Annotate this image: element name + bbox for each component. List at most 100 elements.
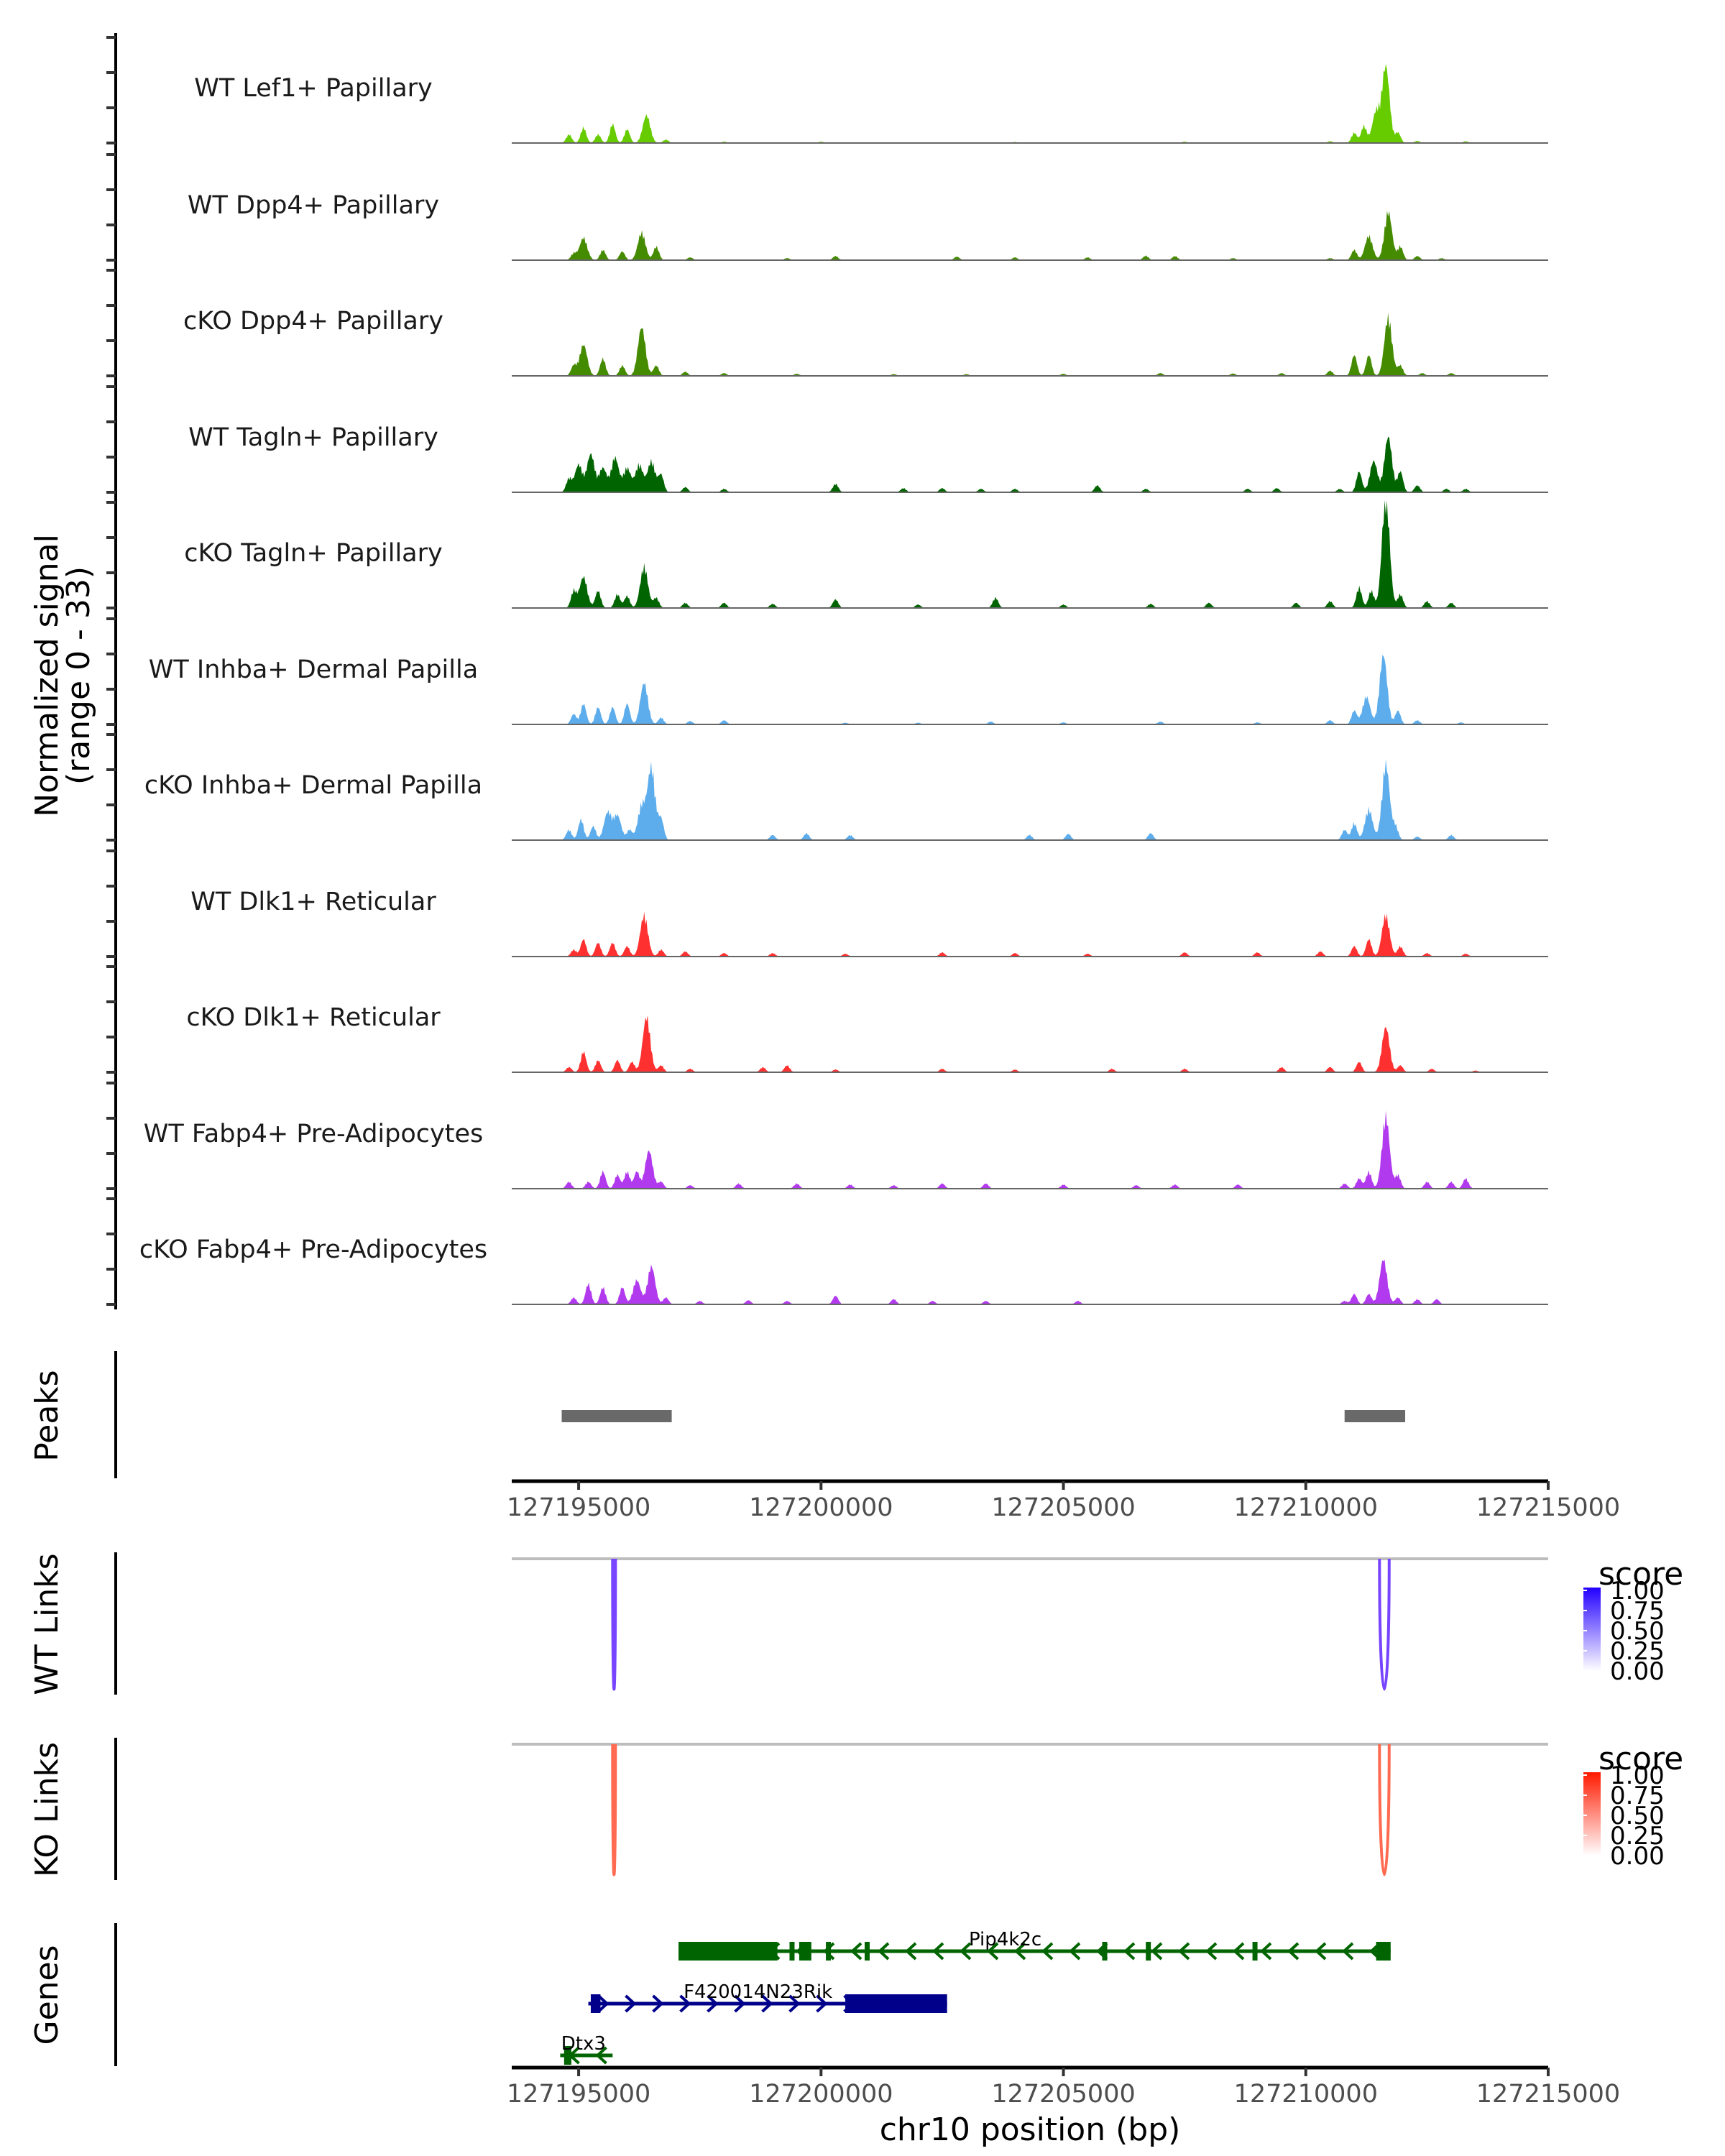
strand-arrow [1123, 1942, 1136, 1961]
gene-name-label: F420014N23Rik [684, 1981, 832, 2003]
coverage-track: WT Tagln+ Papillary [188, 423, 1548, 493]
gene-model: Pip4k2c [678, 1929, 1391, 1961]
x-axis-upper: 127195000 127200000 127205000 127210000 1272… [507, 1479, 1620, 1522]
legend-ko-colorbar [1583, 1772, 1601, 1856]
gene-exon [865, 1942, 870, 1961]
gene-model: Dtx3 [560, 2033, 613, 2065]
coverage-ylabel-line1: Normalized signal [29, 534, 65, 817]
coverage-panel: Normalized signal (range 0 - 33) WT Lef1… [29, 33, 1548, 1309]
coverage-area [512, 211, 1548, 260]
legend-ko-title: score [1598, 1741, 1683, 1777]
strand-arrow [1069, 1942, 1081, 1961]
coverage-area [512, 64, 1548, 143]
coverage-track: WT Fabp4+ Pre-Adipocytes [144, 1110, 1548, 1189]
legend-tick-label: 1.00 [1610, 1761, 1665, 1790]
legend-wt-score: score 1.000.750.500.250.00 [1583, 1556, 1683, 1686]
gene-exon [1102, 1942, 1108, 1961]
track-label: WT Fabp4+ Pre-Adipocytes [144, 1120, 483, 1148]
peaks-label: Peaks [29, 1370, 65, 1461]
strand-arrow [850, 1942, 862, 1961]
track-label: WT Dlk1+ Reticular [190, 888, 436, 916]
strand-arrow [707, 1994, 719, 2013]
x-tick-label: 127215000 [1476, 2080, 1620, 2109]
links-panels: WT Links KO Links [29, 1552, 1548, 1880]
link-arc [611, 1558, 617, 1691]
strand-arrow [652, 1994, 664, 2013]
coverage-area [512, 1015, 1548, 1072]
coverage-track: WT Inhba+ Dermal Papilla [149, 655, 1548, 725]
coverage-track: WT Dlk1+ Reticular [190, 888, 1548, 957]
genes-panel: Genes Pip4k2c F420014N23Rik Dtx3 127195000… [29, 1923, 1620, 2148]
coverage-area [512, 436, 1548, 492]
track-label: WT Tagln+ Papillary [188, 423, 438, 452]
coverage-y-ticks [106, 36, 116, 1306]
track-label: WT Lef1+ Papillary [194, 74, 433, 103]
gene-model: F420014N23Rik [588, 1981, 947, 2013]
track-label: cKO Dpp4+ Papillary [183, 307, 443, 336]
coverage-area [512, 759, 1548, 840]
coverage-area [512, 1110, 1548, 1189]
track-label: WT Dpp4+ Papillary [188, 191, 439, 220]
legend-tick-label: 0.00 [1610, 1842, 1665, 1871]
gene-exon [590, 1994, 601, 2013]
track-label: WT Inhba+ Dermal Papilla [149, 655, 478, 684]
strand-arrow [1315, 1942, 1327, 1961]
gene-exon [826, 1942, 832, 1961]
strand-arrow [1151, 1942, 1163, 1961]
peak-region [561, 1410, 672, 1422]
gene-models: Pip4k2c F420014N23Rik Dtx3 [560, 1929, 1391, 2065]
strand-arrow [1041, 1942, 1054, 1961]
x-tick-label: 127215000 [1476, 1493, 1620, 1522]
link-arc [1378, 1743, 1391, 1876]
legend-tick-label: 0.25 [1610, 1822, 1665, 1851]
strand-arrow [1260, 1942, 1272, 1961]
gene-exon [799, 1942, 811, 1961]
coverage-track: WT Dpp4+ Papillary [188, 191, 1548, 261]
strand-arrow [878, 1942, 890, 1961]
legend-wt-ticks: 1.000.750.500.250.00 [1583, 1577, 1665, 1686]
legend-tick-label: 0.00 [1610, 1657, 1665, 1686]
legend-tick-label: 0.50 [1610, 1617, 1665, 1646]
strand-arrow [987, 1942, 999, 1961]
coverage-area [512, 312, 1548, 376]
gene-exon [1146, 1942, 1151, 1961]
legend-wt-colorbar [1583, 1588, 1601, 1671]
x-tick-label: 127205000 [991, 2080, 1135, 2109]
coverage-track: cKO Fabp4+ Pre-Adipocytes [139, 1235, 1548, 1305]
link-arc [1378, 1558, 1391, 1691]
strand-arrow [597, 1994, 610, 2013]
peaks-panel: Peaks 127195000 127200000 127205000 1272100… [29, 1351, 1620, 1522]
strand-arrow [960, 1942, 972, 1961]
x-tick-label: 127195000 [507, 2080, 650, 2109]
coverage-track: cKO Dpp4+ Papillary [183, 307, 1548, 377]
x-tick-label: 127200000 [749, 2080, 893, 2109]
strand-arrow [679, 1994, 691, 2013]
legend-wt-title: score [1598, 1556, 1683, 1593]
strand-arrow [1205, 1942, 1218, 1961]
legend-ko-ticks: 1.000.750.500.250.00 [1583, 1761, 1665, 1871]
x-tick-label: 127200000 [749, 1493, 893, 1522]
peaks-bars [561, 1410, 1406, 1422]
strand-arrow [1233, 1942, 1245, 1961]
legend-tick-label: 0.75 [1610, 1782, 1665, 1810]
strand-arrow [788, 1994, 801, 2013]
x-tick-label: 127205000 [991, 1493, 1135, 1522]
gene-exon [1376, 1942, 1391, 1961]
peak-region [1344, 1410, 1406, 1422]
track-label: cKO Fabp4+ Pre-Adipocytes [139, 1235, 487, 1264]
track-label: cKO Dlk1+ Reticular [186, 1003, 441, 1032]
x-axis-title: chr10 position (bp) [880, 2111, 1181, 2148]
coverage-tracks: WT Lef1+ Papillary WT Dpp4+ Papillary cKO … [139, 64, 1548, 1305]
gene-name-label: Pip4k2c [969, 1929, 1041, 1950]
coverage-track: cKO Dlk1+ Reticular [186, 1003, 1548, 1073]
strand-arrow [761, 1994, 773, 2013]
legend-ko-score: score 1.000.750.500.250.00 [1583, 1741, 1683, 1871]
strand-arrow [625, 1994, 637, 2013]
legend-tick-label: 0.25 [1610, 1637, 1665, 1666]
genes-label: Genes [29, 1945, 65, 2045]
gene-name-label: Dtx3 [561, 2033, 606, 2055]
coverage-ylabel-line2: (range 0 - 33) [60, 566, 97, 785]
legend-tick-label: 1.00 [1610, 1577, 1665, 1606]
coverage-area [512, 500, 1548, 608]
